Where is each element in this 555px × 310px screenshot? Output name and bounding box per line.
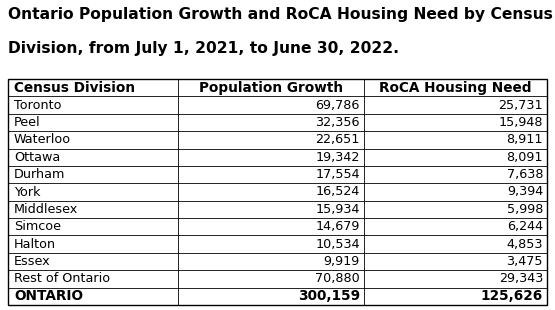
Text: 70,880: 70,880 (315, 272, 360, 286)
Text: 8,091: 8,091 (507, 151, 543, 164)
Text: Middlesex: Middlesex (14, 203, 78, 216)
Text: Waterloo: Waterloo (14, 133, 71, 146)
Text: 22,651: 22,651 (315, 133, 360, 146)
Text: 3,475: 3,475 (507, 255, 543, 268)
Text: Ontario Population Growth and RoCA Housing Need by Census: Ontario Population Growth and RoCA Housi… (8, 7, 553, 22)
Text: 16,524: 16,524 (315, 185, 360, 198)
Text: Halton: Halton (14, 238, 56, 251)
Text: ONTARIO: ONTARIO (14, 289, 83, 303)
Text: 6,244: 6,244 (507, 220, 543, 233)
Text: 17,554: 17,554 (315, 168, 360, 181)
Text: 9,919: 9,919 (324, 255, 360, 268)
Text: 29,343: 29,343 (498, 272, 543, 286)
Text: Rest of Ontario: Rest of Ontario (14, 272, 110, 286)
Text: 5,998: 5,998 (507, 203, 543, 216)
Text: Population Growth: Population Growth (199, 81, 343, 95)
Text: Division, from July 1, 2021, to June 30, 2022.: Division, from July 1, 2021, to June 30,… (8, 41, 399, 55)
Bar (8, 79, 547, 305)
Text: 300,159: 300,159 (297, 289, 360, 303)
Text: 32,356: 32,356 (315, 116, 360, 129)
Text: 125,626: 125,626 (481, 289, 543, 303)
Text: Simcoe: Simcoe (14, 220, 61, 233)
Text: Census Division: Census Division (14, 81, 135, 95)
Text: 69,786: 69,786 (315, 99, 360, 112)
Text: 10,534: 10,534 (315, 238, 360, 251)
Text: RoCA Housing Need: RoCA Housing Need (379, 81, 532, 95)
Text: 14,679: 14,679 (315, 220, 360, 233)
Text: 7,638: 7,638 (507, 168, 543, 181)
Text: Durham: Durham (14, 168, 65, 181)
Text: 25,731: 25,731 (498, 99, 543, 112)
Text: Ottawa: Ottawa (14, 151, 60, 164)
Text: 9,394: 9,394 (507, 185, 543, 198)
Text: 4,853: 4,853 (507, 238, 543, 251)
Text: Peel: Peel (14, 116, 41, 129)
Text: 19,342: 19,342 (315, 151, 360, 164)
Text: Toronto: Toronto (14, 99, 62, 112)
Text: 15,948: 15,948 (498, 116, 543, 129)
Text: 15,934: 15,934 (315, 203, 360, 216)
Text: 8,911: 8,911 (507, 133, 543, 146)
Text: Essex: Essex (14, 255, 51, 268)
Text: York: York (14, 185, 41, 198)
